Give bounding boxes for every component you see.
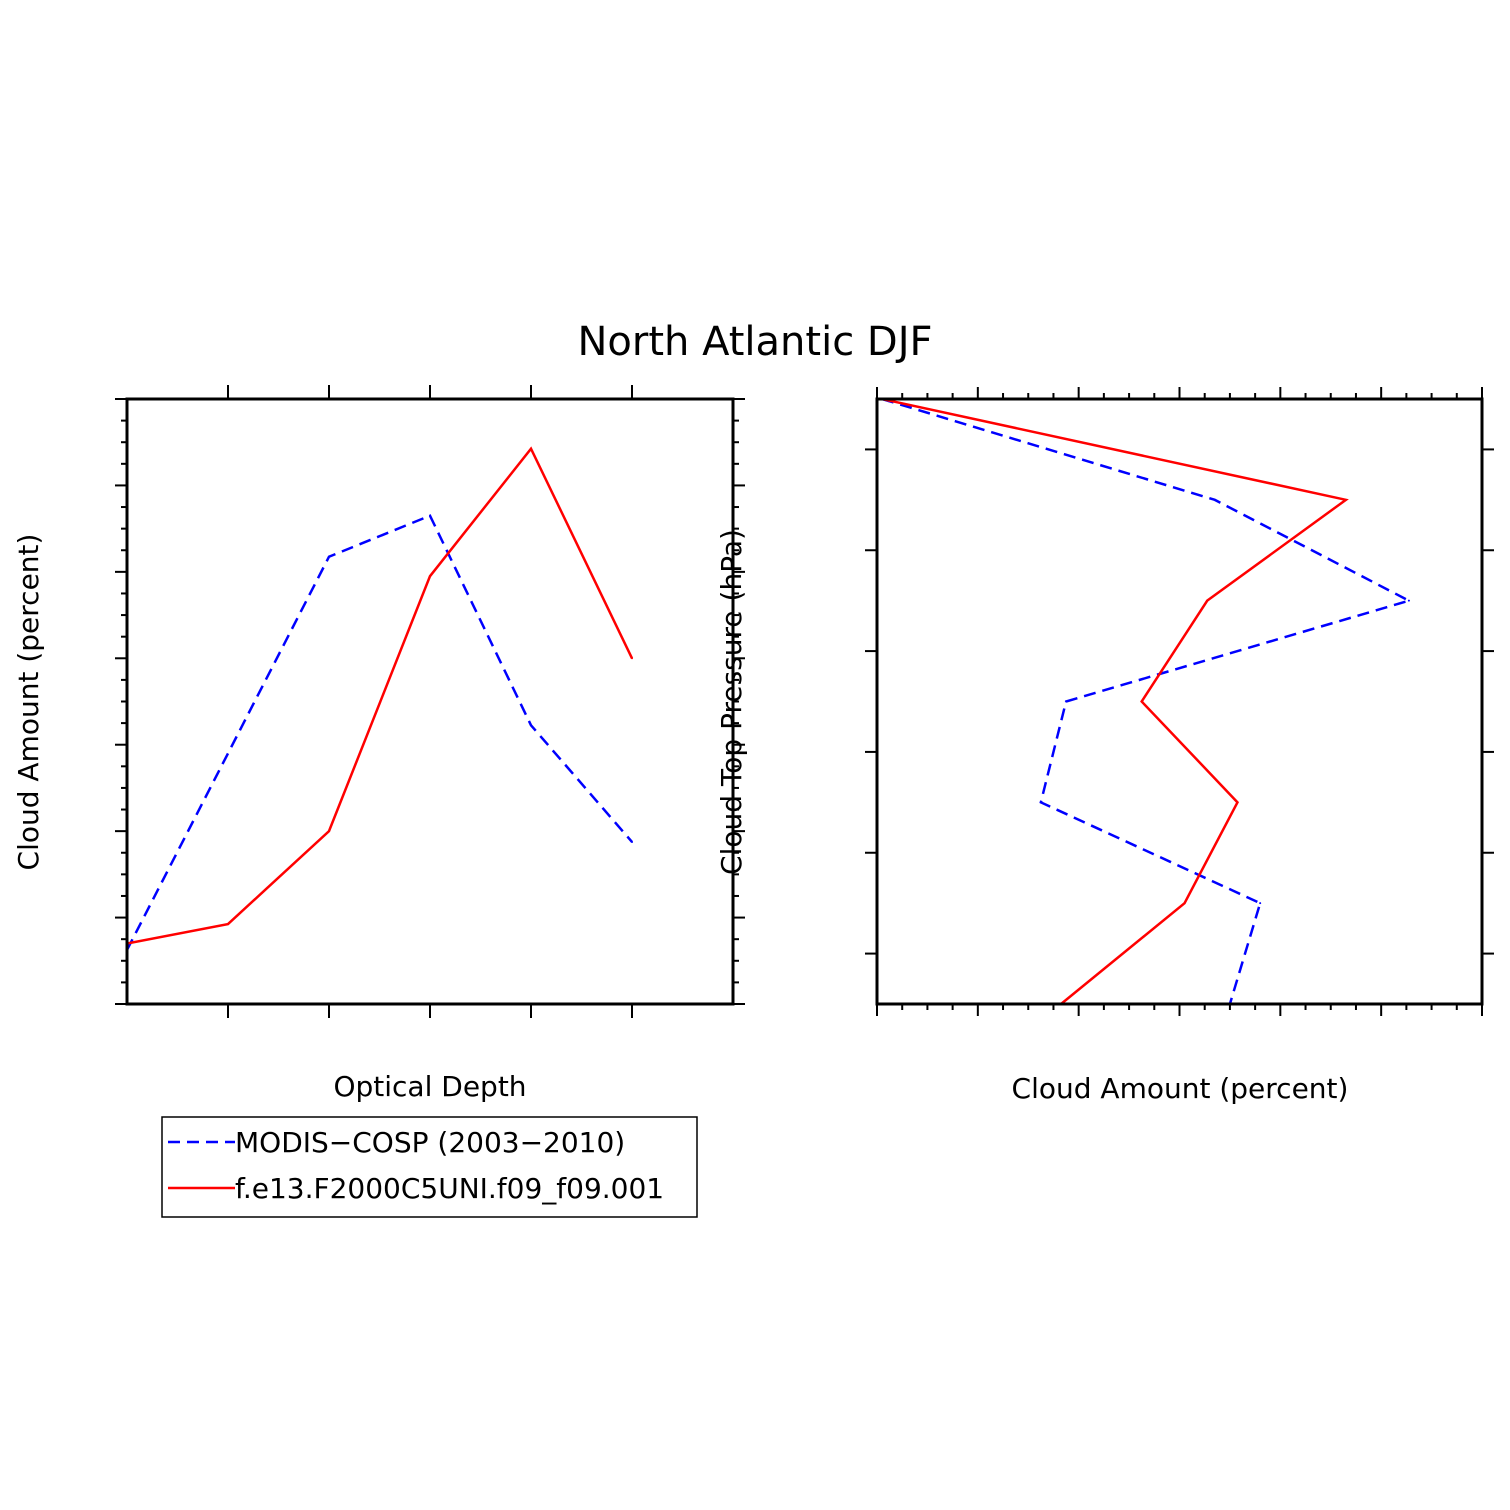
legend-label-model: f.e13.F2000C5UNI.f09_f09.001 (235, 1172, 664, 1205)
figure-title: North Atlantic DJF (577, 319, 932, 365)
left-modis-point (631, 840, 633, 843)
left-y-axis-label: Cloud Amount (percent) (12, 534, 45, 871)
left-modis-point (530, 724, 532, 727)
right-model-point (1183, 902, 1186, 905)
left-model-point (429, 575, 431, 578)
legend-box (161, 1116, 698, 1218)
left-model-point (631, 657, 633, 660)
left-plot-frame (125, 397, 735, 1006)
left-series (125, 446, 634, 951)
left-x-axis-label: Optical Depth (333, 1070, 526, 1103)
left-model-point (530, 447, 532, 450)
left-series-model-line (126, 446, 634, 945)
left-model-point (328, 830, 330, 833)
right-model-point (1140, 700, 1143, 703)
pressure-panel: Cloud Amount (percent) Cloud Top Pressur… (715, 387, 1494, 1105)
right-plot-frame (875, 397, 1484, 1006)
legend-label-modis: MODIS−COSP (2003−2010) (235, 1126, 625, 1159)
right-modis-point (1213, 498, 1216, 501)
right-modis-point (1039, 801, 1042, 804)
legend: MODIS−COSP (2003−2010) f.e13.F2000C5UNI.… (161, 1116, 698, 1218)
optical-depth-panel: Optical Depth Cloud Amount (percent) (12, 385, 745, 1103)
right-model-point (1344, 498, 1347, 501)
right-model-point (1206, 599, 1209, 602)
left-model-point (227, 923, 229, 926)
right-model-point (1236, 801, 1239, 804)
right-x-axis-label: Cloud Amount (percent) (1012, 1072, 1349, 1105)
right-modis-point (1065, 700, 1068, 703)
left-modis-point (429, 514, 431, 517)
right-y-axis-label: Cloud Top Pressure (hPa) (715, 529, 748, 875)
right-modis-point (1407, 599, 1410, 602)
left-modis-point (328, 555, 330, 558)
right-modis-point (1259, 902, 1262, 905)
